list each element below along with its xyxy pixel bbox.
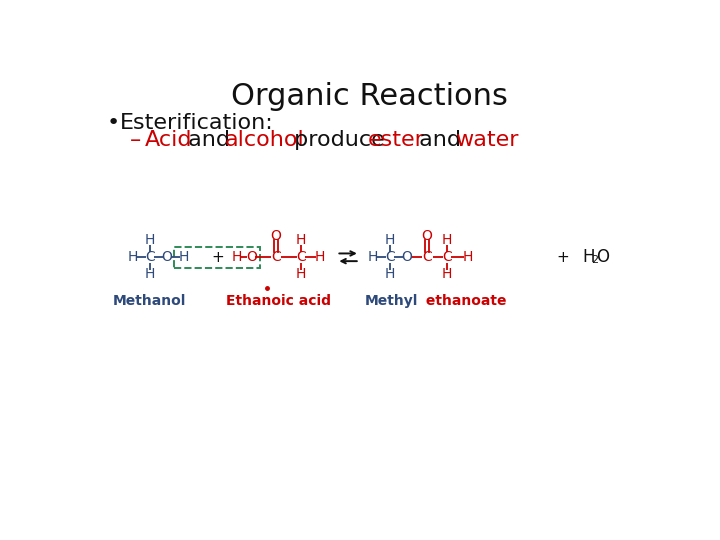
- Text: O: O: [246, 251, 256, 264]
- Text: H: H: [145, 267, 155, 281]
- Text: +: +: [557, 250, 569, 265]
- Text: Ethanoic acid: Ethanoic acid: [226, 294, 330, 308]
- Text: Esterification:: Esterification:: [120, 112, 273, 132]
- Text: alcohol: alcohol: [225, 130, 305, 150]
- Text: H: H: [462, 251, 472, 264]
- Text: H: H: [127, 251, 138, 264]
- Text: C: C: [385, 251, 395, 264]
- Text: C: C: [271, 251, 281, 264]
- Text: O: O: [161, 251, 172, 264]
- Text: O: O: [422, 229, 433, 243]
- Text: H: H: [384, 233, 395, 247]
- Text: H: H: [442, 267, 452, 281]
- Text: H: H: [314, 251, 325, 264]
- Text: C: C: [145, 251, 155, 264]
- Text: O: O: [596, 248, 609, 266]
- Text: ester: ester: [368, 130, 425, 150]
- Text: H: H: [384, 267, 395, 281]
- Text: O: O: [402, 251, 413, 264]
- Text: H: H: [232, 251, 243, 264]
- Text: Methanol: Methanol: [113, 294, 186, 308]
- Text: H: H: [296, 233, 306, 247]
- Text: and: and: [181, 130, 238, 150]
- Text: Acid: Acid: [145, 130, 192, 150]
- Text: H: H: [582, 248, 595, 266]
- Text: •: •: [107, 112, 120, 132]
- Text: ethanoate: ethanoate: [421, 294, 506, 308]
- Text: –: –: [130, 130, 148, 150]
- Text: produce: produce: [287, 130, 392, 150]
- Text: Methyl: Methyl: [365, 294, 418, 308]
- Bar: [174, 247, 260, 268]
- Text: +: +: [212, 250, 224, 265]
- Text: C: C: [422, 251, 432, 264]
- Text: Organic Reactions: Organic Reactions: [230, 82, 508, 111]
- Text: and: and: [412, 130, 468, 150]
- Text: H: H: [368, 251, 378, 264]
- Text: H: H: [442, 233, 452, 247]
- Text: C: C: [296, 251, 306, 264]
- Text: H: H: [179, 251, 189, 264]
- Text: H: H: [296, 267, 306, 281]
- Text: C: C: [442, 251, 452, 264]
- Text: water: water: [456, 130, 519, 150]
- Text: O: O: [271, 229, 282, 243]
- Text: H: H: [145, 233, 155, 247]
- Text: 2: 2: [590, 255, 598, 265]
